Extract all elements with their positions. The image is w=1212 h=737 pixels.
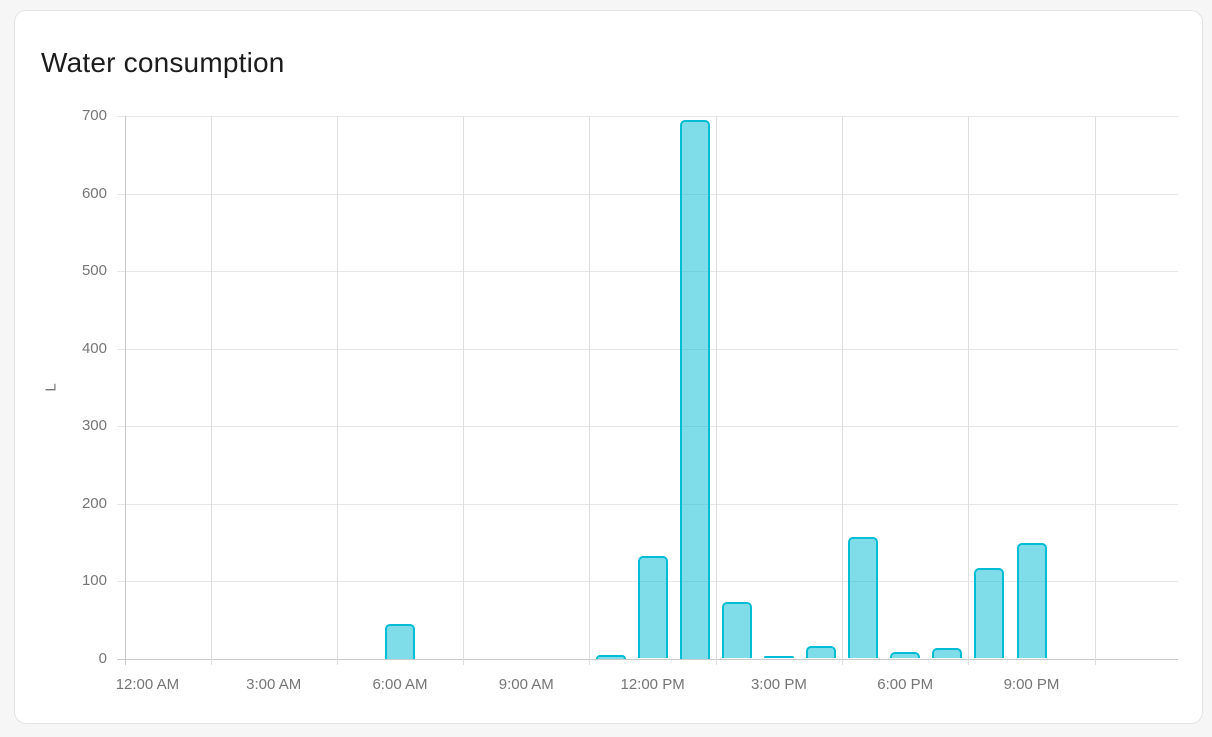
y-tick-label: 700: [81, 107, 107, 124]
horizontal-gridline: [117, 503, 1178, 505]
y-tick-label: 200: [81, 494, 107, 512]
y-tick-label: 600: [81, 184, 107, 202]
y-axis-unit-label: L: [42, 383, 60, 392]
x-tick-label: 12:00 PM: [620, 676, 685, 693]
horizontal-gridline: [117, 348, 1178, 350]
y-tick-label: 0: [98, 649, 107, 667]
y-tick-label: 500: [81, 262, 107, 279]
x-tick-label: 6:00 PM: [877, 676, 934, 693]
bar-1-00-pm[interactable]: [679, 119, 710, 659]
vertical-gridline: [336, 116, 338, 665]
water-consumption-card: Water consumption 0 100 200 300 400 500 600 700…: [14, 10, 1203, 724]
bar-11-00-am[interactable]: [595, 654, 626, 659]
horizontal-gridline: [117, 271, 1178, 272]
x-tick-label: 6:00 AM: [372, 676, 428, 693]
y-tick-label: 100: [81, 572, 107, 589]
bar-9-00-pm[interactable]: [1016, 543, 1047, 659]
water-consumption-chart[interactable]: 0 100 200 300 400 500 600 700 12:00 AM 3:00 AM 6:0…: [15, 11, 1202, 723]
vertical-gridline: [968, 116, 970, 665]
vertical-gridline: [210, 116, 212, 665]
bar-12-00-pm[interactable]: [637, 556, 668, 659]
y-axis-line: [125, 116, 126, 665]
vertical-gridline: [1094, 116, 1096, 665]
horizontal-gridline: [117, 426, 1178, 427]
vertical-gridline: [589, 116, 591, 665]
x-tick-label: 9:00 AM: [498, 676, 554, 693]
bar-8-00-pm[interactable]: [974, 567, 1005, 659]
y-tick-label: 400: [81, 339, 107, 357]
bar-6-00-am[interactable]: [385, 623, 415, 659]
bar-3-00-pm[interactable]: [763, 656, 794, 659]
vertical-gridline: [715, 116, 717, 665]
vertical-gridline: [842, 116, 843, 665]
y-tick-label: 300: [81, 417, 107, 434]
x-axis-baseline: [117, 658, 1178, 660]
horizontal-gridline: [117, 116, 1178, 117]
bar-7-00-pm[interactable]: [932, 648, 963, 659]
x-tick-label: 3:00 PM: [750, 676, 807, 693]
vertical-gridline: [463, 116, 465, 665]
bar-2-00-pm[interactable]: [721, 601, 752, 659]
x-tick-label: 3:00 AM: [246, 676, 302, 693]
x-tick-label: 12:00 AM: [115, 676, 180, 693]
bar-6-00-pm[interactable]: [890, 652, 921, 659]
horizontal-gridline: [117, 193, 1178, 195]
bar-4-00-pm[interactable]: [806, 646, 836, 659]
x-tick-label: 9:00 PM: [1003, 676, 1060, 693]
bar-5-00-pm[interactable]: [848, 536, 879, 659]
card-title: Water consumption: [41, 47, 285, 78]
